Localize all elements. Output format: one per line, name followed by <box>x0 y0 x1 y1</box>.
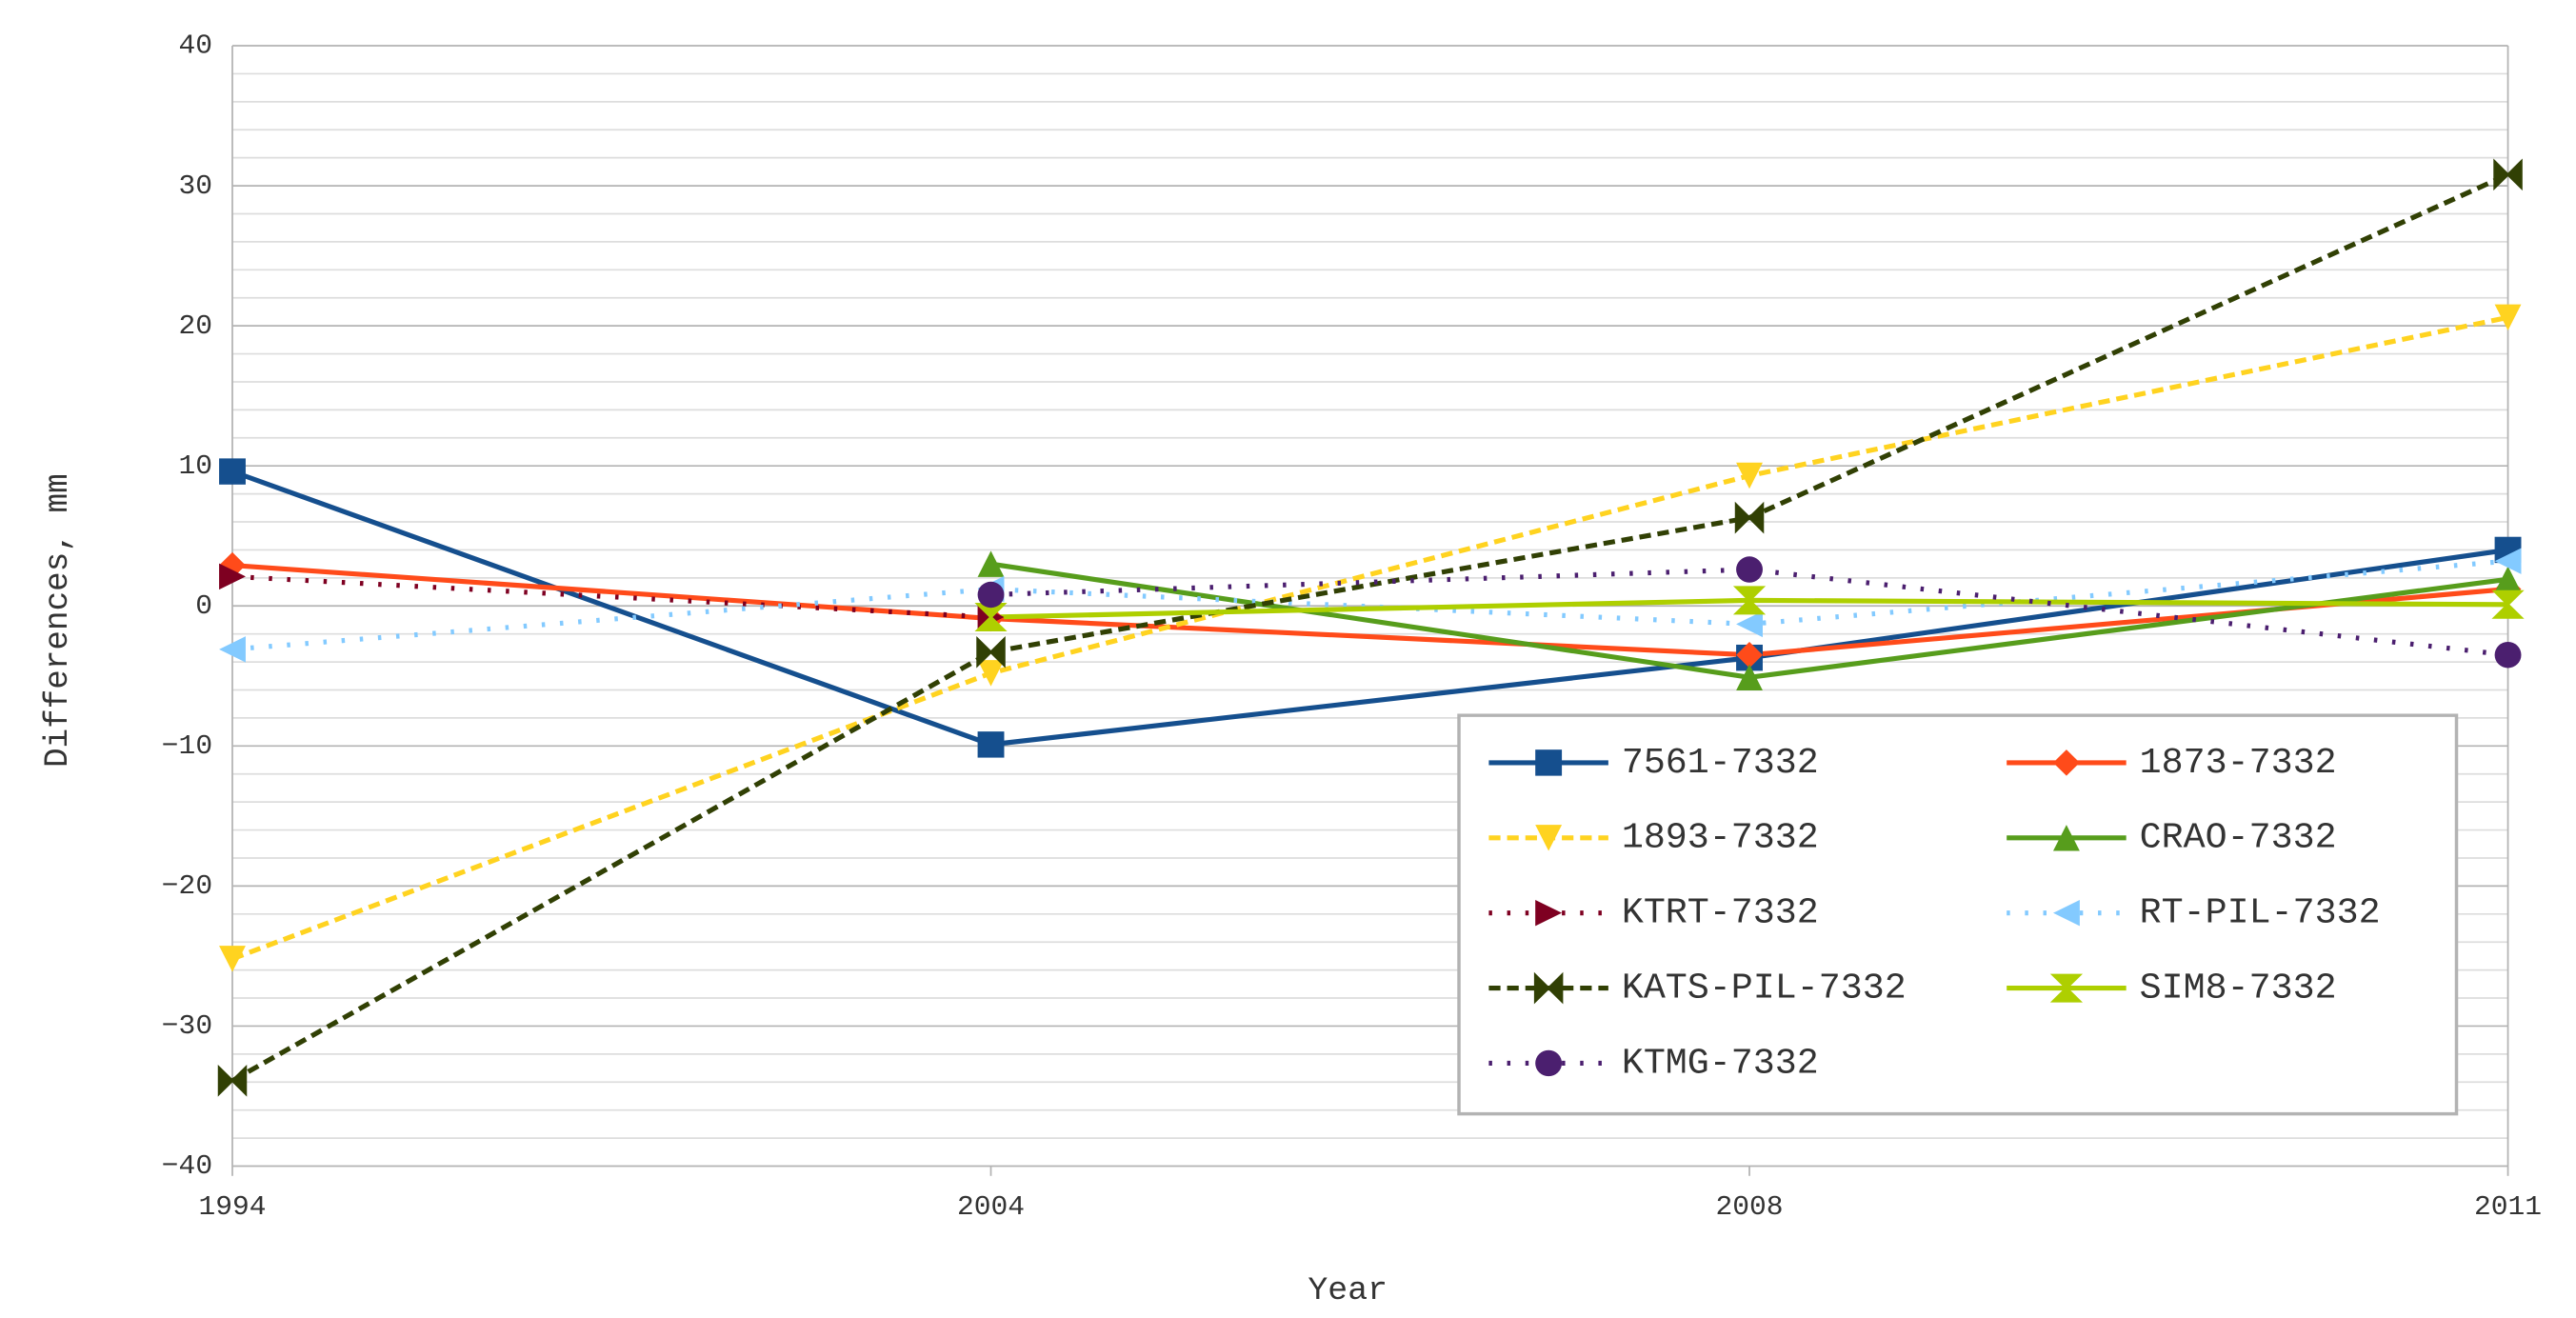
legend-label: 1873-7332 <box>2140 743 2337 784</box>
data-point <box>1736 610 1763 638</box>
data-point <box>1736 556 1763 583</box>
legend-label: KATS-PIL-7332 <box>1622 969 1907 1009</box>
legend-box <box>1457 713 2459 1116</box>
x-tick-label: 1994 <box>198 1191 266 1223</box>
y-tick-label: −40 <box>162 1150 212 1182</box>
data-point <box>1736 642 1763 669</box>
y-tick-label: −10 <box>162 730 212 762</box>
data-point <box>219 458 246 485</box>
data-point <box>219 563 246 590</box>
y-tick-label: 40 <box>179 30 213 62</box>
series-line <box>231 563 2508 658</box>
data-point <box>2494 566 2522 593</box>
data-point <box>977 550 1005 577</box>
legend-marker <box>2052 825 2080 851</box>
data-point <box>1732 586 1767 615</box>
data-point <box>1736 462 1763 489</box>
legend-label: CRAO-7332 <box>2140 818 2337 859</box>
data-point <box>217 1064 248 1097</box>
legend-marker <box>1535 825 1563 851</box>
data-point <box>2494 304 2522 331</box>
legend-label: RT-PIL-7332 <box>2140 893 2381 934</box>
legend-marker <box>1535 1049 1563 1077</box>
data-point <box>976 635 1006 669</box>
legend-marker <box>1535 899 1563 927</box>
legend-marker <box>1533 971 1564 1005</box>
data-point <box>2494 642 2522 669</box>
data-point <box>219 636 246 663</box>
data-point <box>1734 501 1765 534</box>
series-line <box>231 314 2509 962</box>
y-tick-label: 30 <box>179 170 213 202</box>
data-point <box>977 731 1005 758</box>
y-tick-label: 0 <box>195 590 212 622</box>
legend-label: KTMG-7332 <box>1622 1044 1819 1085</box>
legend-label: KTRT-7332 <box>1622 893 1819 934</box>
data-point <box>1736 664 1763 690</box>
y-tick-label: −20 <box>162 870 212 902</box>
y-tick-label: 10 <box>179 450 213 482</box>
data-point <box>2493 158 2523 191</box>
y-tick-label: 20 <box>179 310 213 342</box>
x-axis-title: Year <box>1308 1272 1388 1309</box>
x-tick-label: 2008 <box>1715 1191 1783 1223</box>
legend-marker <box>1535 749 1563 776</box>
legend-label: 7561-7332 <box>1622 743 1819 784</box>
series-line <box>231 558 2508 652</box>
legend-marker <box>2049 973 2084 1003</box>
legend-label: SIM8-7332 <box>2140 969 2337 1009</box>
legend-label: 1893-7332 <box>1622 818 1819 859</box>
legend-marker <box>2052 749 2080 776</box>
x-tick-label: 2004 <box>957 1191 1025 1223</box>
data-point <box>977 581 1005 609</box>
legend-marker <box>2052 899 2080 927</box>
data-point <box>219 946 246 972</box>
y-tick-label: −30 <box>162 1010 212 1042</box>
data-point <box>2494 548 2522 574</box>
data-point <box>974 603 1008 632</box>
x-tick-label: 2011 <box>2474 1191 2542 1223</box>
series-line <box>230 171 2509 1084</box>
y-axis-title: Differences, mm <box>40 473 77 768</box>
legend: 7561-7332 1873-7332 1893-7332 CRAO-7332 KTRT… <box>1457 713 2459 1116</box>
data-point <box>2491 589 2525 619</box>
data-point <box>977 660 1005 687</box>
